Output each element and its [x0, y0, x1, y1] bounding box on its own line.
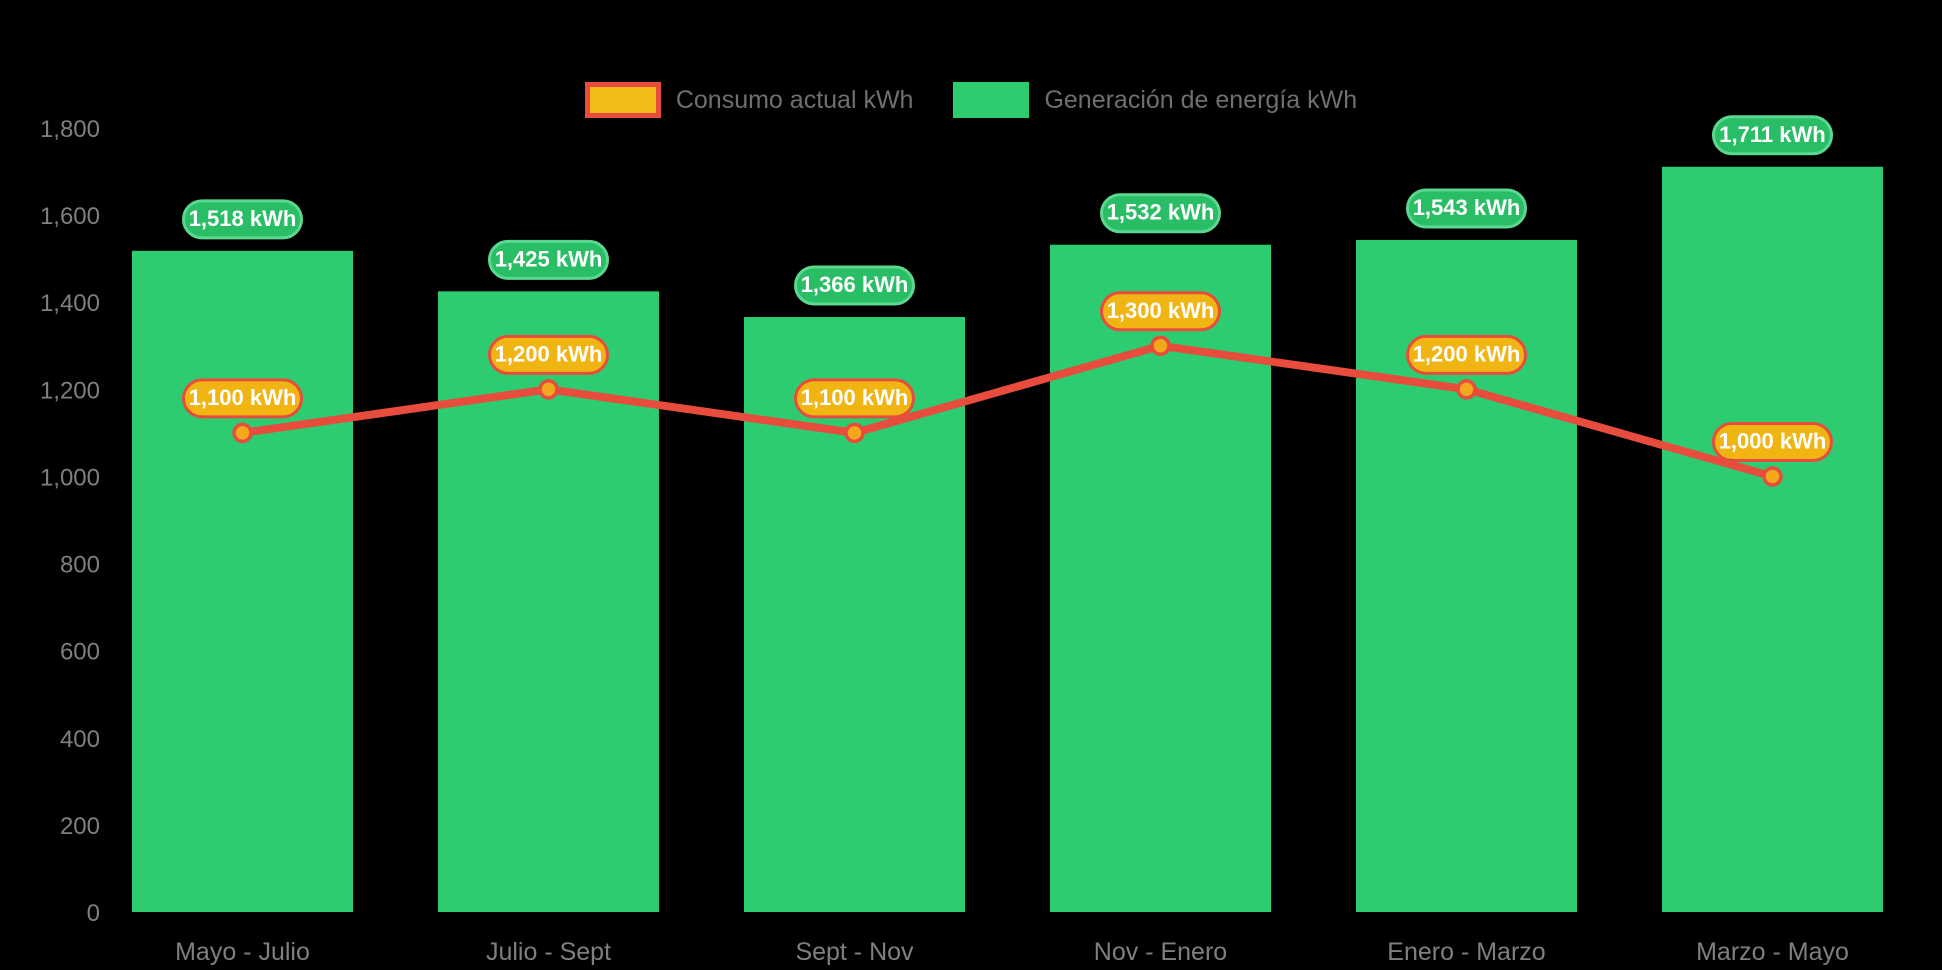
y-axis-tick-label: 800: [60, 552, 100, 579]
x-axis-label: Enero - Marzo: [1387, 938, 1545, 966]
line-value-pill: [488, 334, 609, 375]
line-value-pill: [1100, 291, 1221, 332]
legend-label-generacion: Generación de energía kWh: [1044, 85, 1358, 114]
line-value-pill: [182, 378, 303, 419]
consumo-line: [238, 341, 1777, 481]
bar-value-pill: [182, 199, 303, 240]
y-axis-tick-label: 1,000: [40, 464, 100, 491]
y-axis-tick-label: 1,800: [40, 116, 100, 143]
chart-legend: Consumo actual kWh Generación de energía…: [0, 82, 1942, 118]
line-point-marker[interactable]: [1150, 335, 1171, 357]
line-value-label: 1,100 kWh: [189, 385, 297, 410]
bar-value-label: 1,543 kWh: [1413, 195, 1521, 220]
line-value-label: 1,300 kWh: [1107, 298, 1215, 323]
y-axis-tick-label: 200: [60, 813, 100, 840]
bar-value-label: 1,366 kWh: [801, 272, 909, 297]
legend-label-consumo: Consumo actual kWh: [675, 85, 914, 114]
line-point-marker[interactable]: [1456, 379, 1477, 400]
bar-generacion[interactable]: [132, 250, 353, 912]
y-axis-tick-label: 600: [60, 639, 100, 666]
line-value-label: 1,000 kWh: [1719, 428, 1827, 453]
x-axis-label: Mayo - Julio: [175, 938, 310, 966]
bar-value-label: 1,425 kWh: [495, 246, 603, 271]
bar-value-label: 1,532 kWh: [1107, 200, 1215, 225]
line-value-label: 1,200 kWh: [495, 341, 603, 366]
bar-generacion[interactable]: [1662, 166, 1883, 912]
line-value-label: 1,100 kWh: [801, 385, 909, 410]
x-axis-label: Marzo - Mayo: [1696, 938, 1849, 966]
line-value-label: 1,200 kWh: [1413, 341, 1521, 366]
legend-item-generacion[interactable]: Generación de energía kWh: [953, 82, 1357, 118]
y-axis-tick-label: 0: [87, 900, 100, 927]
y-axis-tick-label: 400: [60, 726, 100, 753]
legend-item-consumo[interactable]: Consumo actual kWh: [584, 82, 914, 118]
y-axis-tick-label: 1,400: [40, 290, 100, 317]
bar-value-pill: [1406, 188, 1527, 229]
bar-value-pill: [1712, 115, 1833, 156]
bar-value-label: 1,711 kWh: [1719, 122, 1825, 147]
legend-swatch-generacion-icon: [953, 82, 1030, 118]
line-value-pill: [1712, 421, 1833, 462]
bar-value-pill: [488, 239, 609, 280]
y-axis-tick-label: 1,600: [40, 203, 100, 230]
legend-swatch-consumo-icon: [584, 82, 661, 118]
line-point-marker[interactable]: [232, 422, 253, 444]
bar-value-pill: [794, 265, 915, 306]
x-axis-label: Nov - Enero: [1094, 938, 1227, 966]
line-value-pill: [1406, 334, 1527, 375]
line-point-marker[interactable]: [844, 422, 865, 444]
line-value-pill: [794, 378, 915, 419]
x-axis-label: Sept - Nov: [795, 938, 914, 966]
bar-value-pill: [1100, 193, 1221, 234]
y-axis-tick-label: 1,200: [40, 377, 100, 404]
line-point-marker[interactable]: [538, 379, 559, 400]
x-axis-label: Julio - Sept: [486, 938, 611, 966]
bar-value-label: 1,518 kWh: [189, 206, 297, 231]
line-point-marker[interactable]: [1762, 466, 1783, 487]
